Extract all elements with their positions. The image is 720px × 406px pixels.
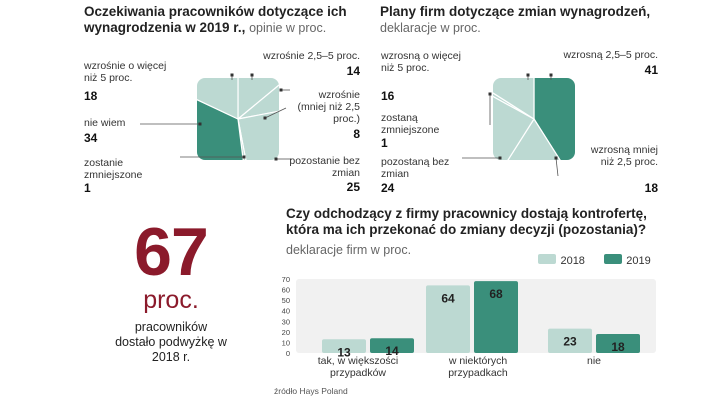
bar-2018-2 — [426, 285, 470, 353]
y-tick-50: 50 — [282, 296, 290, 305]
leader-dot-2 — [250, 73, 254, 77]
pie1-value-25to5: 14 — [346, 64, 360, 78]
pie2-label-less25: wzrosną mniej niż 2,5 proc. — [590, 144, 658, 168]
leader-dot-6 — [274, 157, 278, 161]
pie1-label-nochange: pozostanie bez zmian — [289, 155, 360, 179]
highlight-caption: pracowników dostało podwyżkę w 2018 r. — [115, 320, 227, 364]
leader-dot-8 — [526, 73, 530, 77]
bar-value-2019-3: 18 — [611, 340, 625, 354]
pie1-value-more5: 18 — [84, 89, 98, 103]
pie2-label-reduced: zostaną zmniejszone — [381, 112, 440, 136]
bar-category-label-1: tak, w większości przypadków — [317, 355, 399, 379]
bar-value-2018-2: 64 — [441, 291, 455, 305]
pie2-title: Plany firm dotyczące zmian wynagrodzeń, … — [380, 4, 680, 36]
bar-subtitle: deklaracje firm w proc. — [286, 243, 412, 257]
pie1-label-reduced: zostanie zmniejszone — [84, 157, 143, 181]
pie2-subtitle: deklaracje w proc. — [380, 21, 481, 35]
pie1-subtitle: opinie w proc. — [249, 21, 327, 35]
pie1-label-more5: wzrośnie o więcej niż 5 proc. — [84, 60, 167, 84]
legend-label-2018: 2018 — [560, 255, 585, 267]
pie2-value-reduced: 1 — [381, 136, 388, 150]
legend-swatch-2018 — [538, 254, 556, 264]
bar-2019-1 — [370, 338, 414, 353]
bar-marks: 13 14 64 68 23 18 — [322, 281, 640, 359]
pie2-value-nochange: 24 — [381, 181, 395, 195]
pie2-value-25to5: 41 — [644, 63, 658, 77]
pie1-slice-1 — [237, 78, 279, 121]
pie1-slice-3 — [237, 102, 279, 160]
leader-dot-11 — [498, 156, 502, 160]
highlight-number: 67 — [134, 214, 209, 290]
pie2-label-nochange: pozostaną bez zmian — [381, 156, 450, 180]
bar-title: Czy odchodzący z firmy pracownicy dostaj… — [286, 206, 647, 237]
bar-2018-1 — [322, 339, 366, 353]
bar-category-label-3: nie — [586, 355, 601, 367]
bar-category-label-2: w niektórych przypadkach — [448, 355, 508, 379]
bar-value-2018-1: 13 — [337, 345, 351, 359]
y-tick-20: 20 — [282, 328, 290, 337]
pie1-value-reduced: 1 — [84, 181, 91, 195]
y-tick-30: 30 — [282, 317, 290, 326]
pie1-value-nochange: 25 — [346, 180, 360, 194]
pie2-chart — [493, 78, 575, 160]
leader-dot-9 — [549, 73, 553, 77]
pie1-value-less25: 8 — [353, 127, 360, 141]
pie2-label-25to5: wzrosną 2,5–5 proc. — [563, 49, 658, 61]
bar-value-2019-1: 14 — [385, 344, 399, 358]
pie1-label-less25: wzrośnie (mniej niż 2,5 proc.) — [297, 89, 360, 125]
leader-dot-5 — [263, 116, 267, 120]
pie2-slice-2 — [493, 117, 575, 160]
leader-dot-10 — [488, 92, 492, 96]
leader-dot-12 — [554, 156, 558, 160]
y-tick-60: 60 — [282, 286, 290, 295]
legend-swatch-2019 — [603, 254, 622, 264]
pie2-slice-5 — [493, 78, 535, 121]
source-note: źródło Hays Poland — [274, 386, 348, 396]
pie1-label-25to5: wzrośnie 2,5–5 proc. — [263, 50, 360, 62]
bar-2019-2 — [474, 281, 518, 353]
pie1-label-dontknow: nie wiem — [84, 117, 126, 129]
pie1-value-dontknow: 34 — [84, 131, 98, 145]
bar-value-2019-2: 68 — [489, 287, 503, 301]
y-tick-10: 10 — [282, 338, 290, 347]
pie1-title-text: Oczekiwania pracowników dotyczące ich wy… — [84, 4, 347, 35]
leader-dot-4 — [242, 155, 246, 159]
leader-line-5 — [264, 107, 287, 119]
pie2-slice-3 — [493, 78, 535, 160]
bar-value-2018-3: 23 — [563, 335, 577, 349]
pie2-label-more5: wzrosną o więcej niż 5 proc. — [381, 50, 461, 74]
pie2-value-more5: 16 — [381, 89, 395, 103]
legend-label-2019: 2019 — [626, 255, 651, 267]
bar-2018-3 — [548, 328, 592, 353]
pie1-title: Oczekiwania pracowników dotyczące ich wy… — [84, 4, 374, 36]
leader-dot-7 — [279, 88, 283, 92]
y-tick-70: 70 — [282, 275, 290, 284]
leader-dot-1 — [230, 73, 234, 77]
y-tick-0: 0 — [286, 349, 290, 358]
bar-2019-3 — [596, 333, 640, 353]
pie1-slice-4 — [237, 118, 255, 160]
pie2-value-less25: 18 — [644, 181, 658, 195]
y-tick-40: 40 — [282, 307, 290, 316]
highlight-block: 67 proc. pracowników dostało podwyżkę w … — [96, 218, 246, 365]
bar-legend: 2018 2019 — [538, 251, 651, 269]
leader-line-12 — [555, 157, 559, 177]
pie1-slice-6 — [197, 78, 239, 120]
highlight-unit: proc. — [143, 286, 199, 314]
leader-dot-3 — [198, 122, 202, 126]
pie1-chart — [197, 78, 279, 160]
pie1-slice-2 — [237, 78, 279, 120]
pie2-title-text: Plany firm dotyczące zmian wynagrodzeń, — [380, 4, 651, 19]
